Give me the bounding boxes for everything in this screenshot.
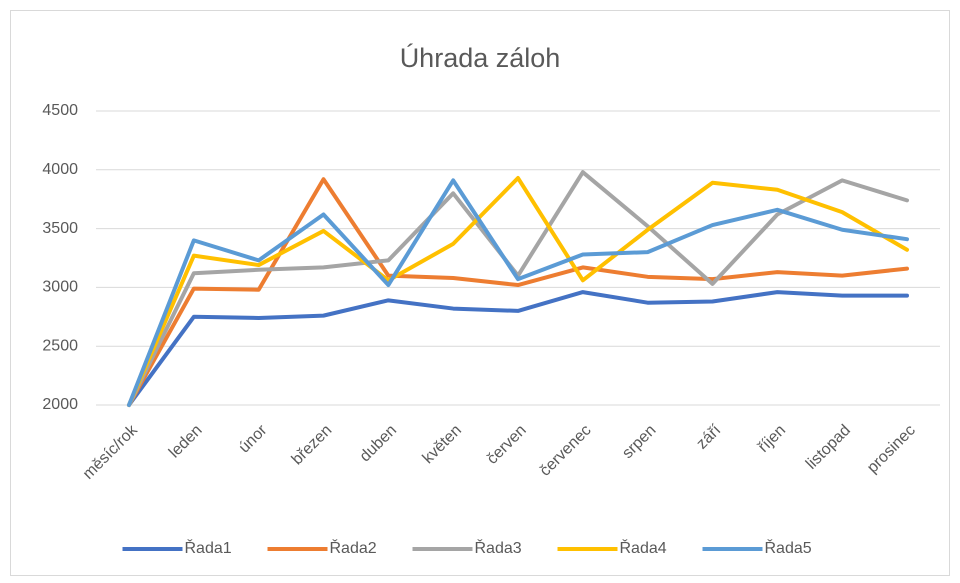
legend-label: Řada2 — [330, 538, 377, 557]
y-tick-label: 4000 — [42, 161, 78, 178]
chart-title: Úhrada záloh — [400, 42, 561, 73]
legend-label: Řada1 — [185, 538, 232, 557]
y-tick-label: 3000 — [42, 279, 78, 296]
series-line — [127, 290, 909, 407]
legend-label: Řada5 — [765, 538, 812, 557]
y-tick-label: 2000 — [42, 396, 78, 413]
y-tick-label: 2500 — [42, 337, 78, 354]
legend-label: Řada4 — [620, 538, 667, 557]
series-line — [127, 178, 909, 407]
series-line — [127, 176, 909, 407]
series-line — [127, 177, 909, 407]
legend-label: Řada3 — [475, 538, 522, 557]
y-tick-label: 3500 — [42, 220, 78, 237]
y-tick-label: 4500 — [42, 102, 78, 119]
